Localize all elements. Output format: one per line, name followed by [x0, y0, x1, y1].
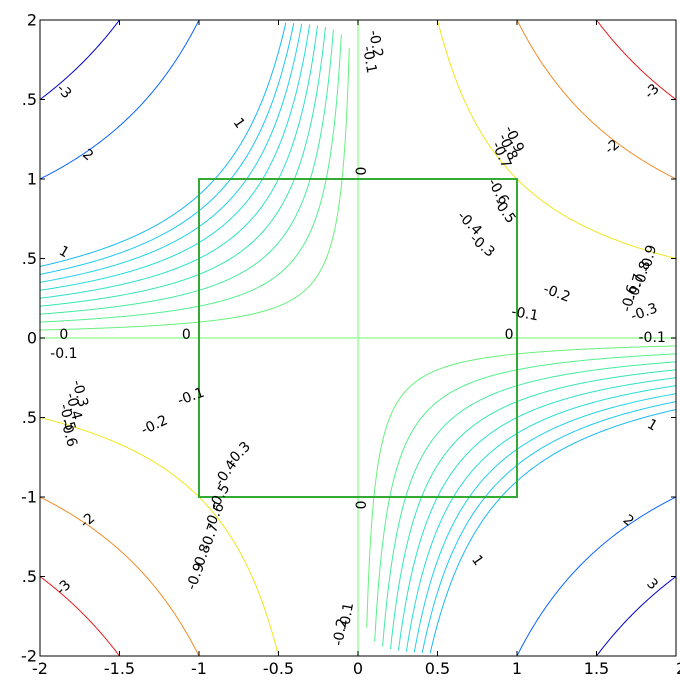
contour-line-neg0p2-right: [374, 353, 677, 642]
contour-line-3-left: [39, 576, 120, 657]
contour-line-neg0p8-right: [421, 401, 677, 653]
contour-line-1-left: [39, 417, 279, 654]
contour-line-neg0p9-right: [429, 409, 677, 654]
contour-label: 0: [59, 327, 68, 343]
contour-line-neg2-right: [516, 496, 677, 656]
contour-line-neg2-left: [39, 20, 200, 180]
y-tick-label: -1: [21, 488, 37, 507]
contour-label: -3: [642, 81, 663, 102]
contour-label: 0: [182, 327, 191, 343]
contour-label: -0.1: [510, 304, 540, 325]
y-tick-label: .5: [22, 249, 37, 268]
contour-label: 1: [230, 115, 248, 131]
contour-label: -3: [53, 81, 74, 102]
y-tick-label: .5: [22, 90, 37, 109]
contour-line-neg0p5-right: [397, 377, 677, 651]
contour-lines: [39, 19, 677, 657]
region-box: [198, 178, 518, 498]
contour-label: 0: [352, 500, 368, 509]
contour-label: -0.1: [175, 385, 206, 409]
y-tick-label: 1: [27, 170, 37, 189]
contour-label: -0.2: [139, 412, 171, 438]
y-tick-label: .5: [22, 567, 37, 586]
contour-line-neg0p2-left: [39, 34, 342, 323]
contour-line-neg3-right: [596, 576, 677, 657]
contour-label: -0.5: [56, 402, 79, 433]
contour-label: -0.4: [62, 391, 85, 422]
contour-label: -2: [77, 510, 98, 531]
contour-line-neg0p5-left: [39, 25, 319, 299]
contour-label: -0.8: [631, 259, 654, 290]
x-tick-label: 0: [353, 659, 363, 678]
contour-line-neg0p3-right: [382, 361, 677, 647]
contour-label: 2: [79, 146, 96, 164]
contour-line-neg3-left: [39, 19, 120, 100]
contour-label: -0.9: [184, 561, 208, 592]
y-tick-label: -2: [21, 647, 37, 666]
contour-line-neg0p6-right: [405, 385, 677, 652]
x-tick-label: 1: [512, 659, 522, 678]
contour-label: -0.7: [625, 272, 648, 303]
contour-label: -0.1: [337, 601, 358, 631]
contour-line-neg0p8-left: [39, 23, 295, 275]
y-axis-ticks: -2 .5 -1 .5 0 .5 1 .5 2: [21, 11, 676, 666]
contour-line-2-right: [516, 20, 677, 180]
x-tick-label: 0.5: [425, 659, 450, 678]
contour-label: 1: [56, 243, 72, 261]
y-tick-label: .5: [22, 408, 37, 427]
contour-label: -2: [602, 137, 623, 158]
contour-label: -0.2: [330, 617, 351, 647]
y-tick-label: 0: [27, 329, 37, 348]
contour-label: 1: [644, 416, 660, 434]
contour-label: -0.2: [365, 29, 386, 59]
contour-line-neg0p3-left: [39, 29, 334, 315]
contour-line-neg0p6-left: [39, 24, 311, 291]
contour-label: -0.6: [57, 418, 80, 449]
contour-label: 0: [352, 167, 368, 176]
x-tick-label: -1: [191, 659, 207, 678]
x-tick-label: 2: [676, 659, 680, 678]
contour-line-3-right: [596, 19, 677, 100]
contour-label: -0.9: [638, 243, 661, 274]
contour-label: -3: [53, 577, 74, 598]
contour-line-1-right: [437, 22, 677, 259]
x-tick-label: -1.5: [104, 659, 135, 678]
contour-line-neg0p1-left: [39, 48, 350, 331]
x-axis-ticks: -2 -1.5 -1 -0.5 0 0.5 1 1.5 2: [32, 20, 680, 678]
contour-line-2-left: [39, 496, 200, 656]
y-tick-label: 2: [27, 11, 37, 30]
contour-line-neg0p7-right: [413, 393, 677, 653]
contour-label: -0.3: [68, 378, 91, 409]
contour-line-neg0p1-right: [366, 345, 677, 628]
contour-label: -0.6: [619, 283, 642, 314]
x-tick-label: 1.5: [584, 659, 609, 678]
contour-label: 1: [468, 552, 486, 568]
contour-line-neg0p9-left: [39, 22, 287, 267]
contour-label: -0.1: [50, 346, 77, 362]
contour-label: 0: [505, 327, 514, 343]
contour-label: -0.2: [541, 281, 572, 305]
contour-line-neg0p4-left: [39, 26, 326, 307]
x-tick-label: -0.5: [263, 659, 294, 678]
contour-label: -0.1: [359, 45, 380, 75]
contour-line-neg0p7-left: [39, 23, 303, 283]
contour-line-neg0p4-right: [390, 369, 677, 650]
x-tick-label: -2: [32, 659, 48, 678]
zero-contour: [40, 20, 676, 656]
contour-label: -0.1: [638, 330, 665, 346]
